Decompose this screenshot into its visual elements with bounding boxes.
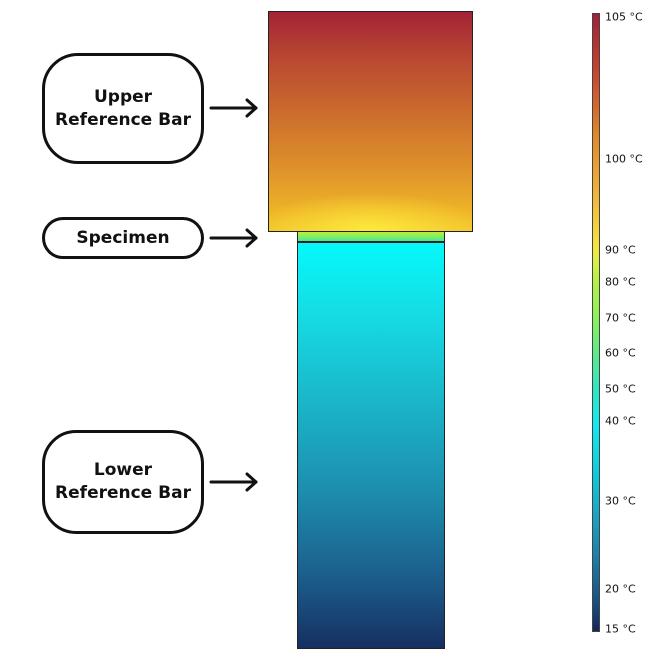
lower-reference-bar — [297, 242, 445, 649]
colorbar-tick-label: 80 °C — [605, 275, 636, 289]
colorbar-tick-label: 40 °C — [605, 414, 636, 428]
colorbar-tick-label: 50 °C — [605, 382, 636, 396]
colorbar-tick-label: 70 °C — [605, 311, 636, 325]
lower-reference-bar-label-box: Lower Reference Bar — [42, 430, 204, 534]
colorbar-tick-label: 30 °C — [605, 494, 636, 508]
lower-arrow-icon — [209, 472, 258, 492]
lower-reference-bar-label: Lower Reference Bar — [55, 460, 191, 503]
specimen-arrow-icon — [209, 228, 258, 248]
colorbar-tick-label: 15 °C — [605, 622, 636, 636]
colorbar-tick-label: 105 °C — [605, 10, 643, 24]
upper-arrow-icon — [209, 98, 258, 118]
temperature-colorbar — [592, 13, 600, 632]
upper-reference-bar — [268, 11, 473, 232]
specimen-label-box: Specimen — [42, 217, 204, 259]
colorbar-tick-label: 60 °C — [605, 346, 636, 360]
specimen-layer — [297, 231, 445, 242]
colorbar-tick-label: 20 °C — [605, 582, 636, 596]
colorbar-tick-label: 90 °C — [605, 243, 636, 257]
colorbar-tick-label: 100 °C — [605, 152, 643, 166]
specimen-label: Specimen — [76, 227, 170, 248]
upper-reference-bar-label: Upper Reference Bar — [55, 86, 191, 130]
upper-reference-bar-label-box: Upper Reference Bar — [42, 53, 204, 164]
